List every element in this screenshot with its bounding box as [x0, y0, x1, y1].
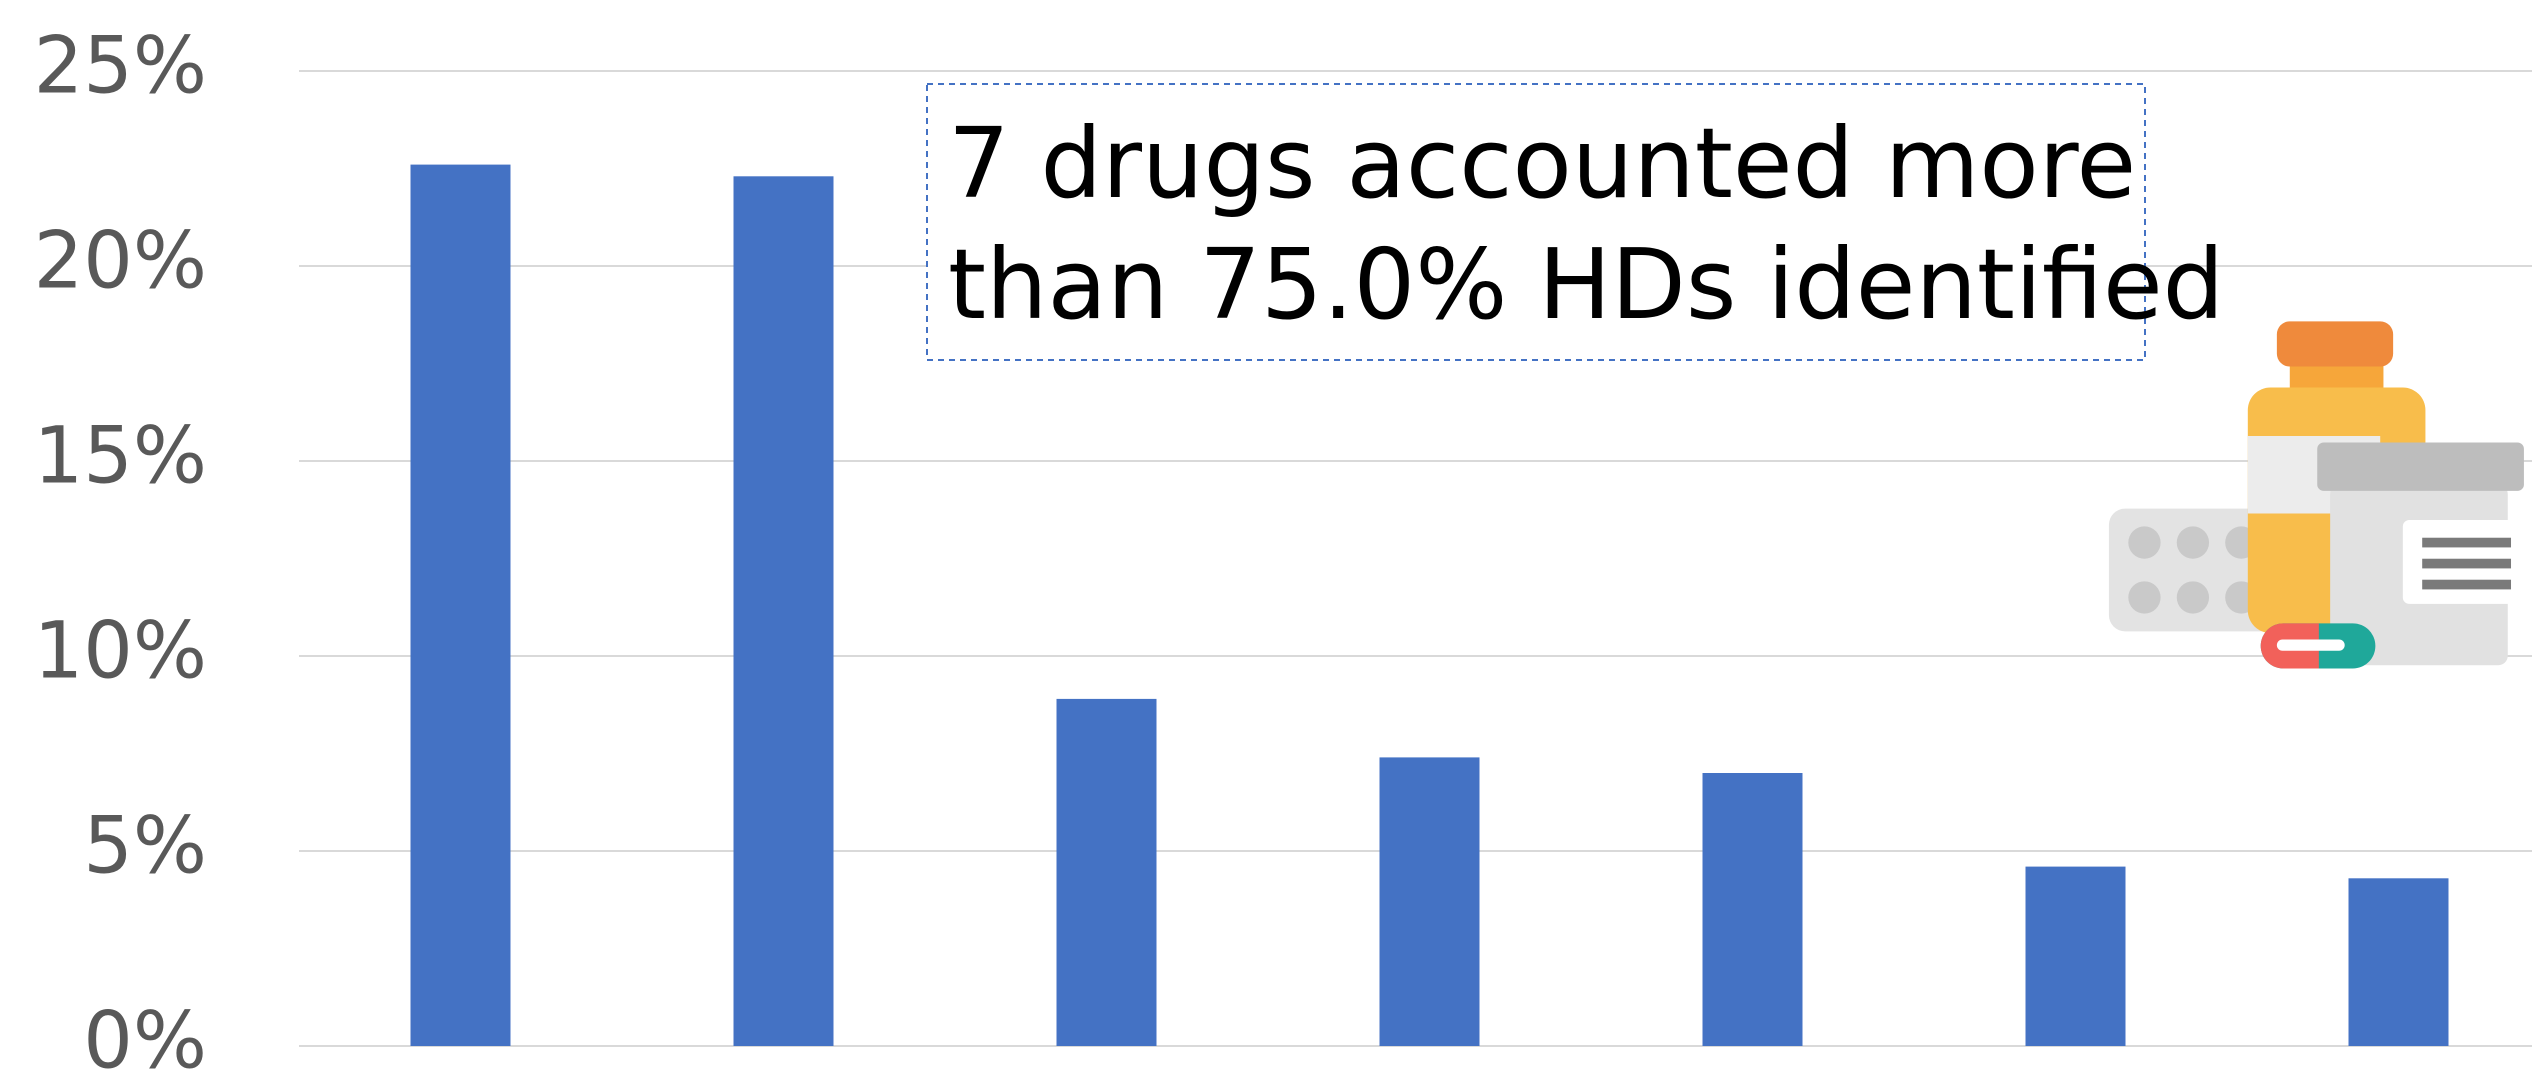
bar	[1702, 773, 1803, 1046]
annotation-line: 7 drugs accounted more	[948, 107, 2136, 220]
y-tick-label: 10%	[34, 606, 207, 696]
bar	[2348, 878, 2449, 1046]
y-tick-label: 0%	[83, 996, 207, 1086]
bar	[1379, 757, 1480, 1046]
y-tick-label: 5%	[83, 801, 207, 891]
y-tick-label: 25%	[34, 21, 207, 111]
annotation-line: than 75.0% HDs identified	[948, 228, 2224, 341]
medicine-icon	[2108, 321, 2524, 669]
annotation-box	[926, 83, 2146, 361]
bar	[1056, 698, 1157, 1046]
bar	[2025, 866, 2126, 1046]
bar	[733, 176, 834, 1047]
bar	[410, 164, 511, 1047]
bars	[410, 164, 2449, 1047]
y-tick-label: 20%	[34, 216, 207, 306]
y-axis: 0% 5% 10% 15% 20% 25%	[34, 21, 207, 1086]
y-tick-label: 15%	[34, 411, 207, 501]
